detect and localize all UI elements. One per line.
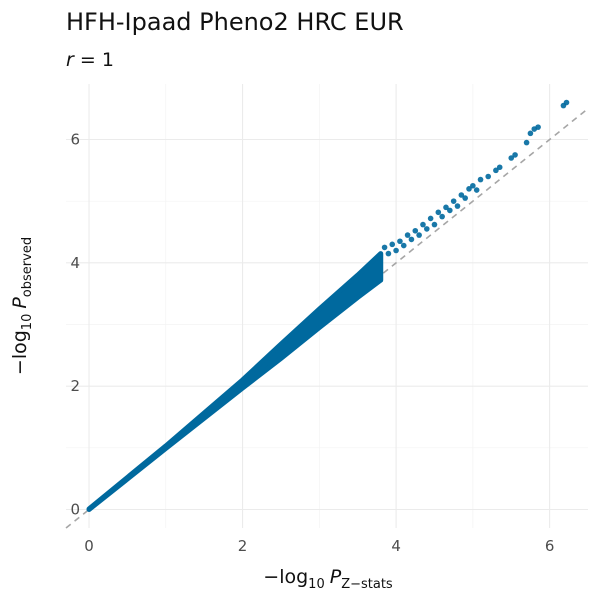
data-point: [508, 155, 515, 161]
data-point: [450, 198, 457, 204]
data-point: [416, 232, 422, 238]
subtitle-operator: =: [74, 49, 102, 71]
x-axis-label: −log10 PZ−stats: [263, 566, 393, 592]
y-axis-label-p: P: [9, 297, 31, 309]
main-point-band: [86, 251, 384, 512]
subtitle-value: 1: [102, 49, 114, 71]
data-point: [470, 182, 476, 189]
data-point: [389, 241, 396, 248]
outlier-points: [381, 99, 570, 257]
y-axis-label-base: 10: [20, 314, 35, 331]
x-tick-label: 0: [84, 537, 94, 555]
x-axis-label-sub: Z−stats: [341, 577, 393, 592]
data-point: [435, 209, 442, 216]
data-point: [431, 221, 438, 228]
data-point: [493, 167, 499, 174]
data-point: [420, 221, 426, 228]
x-axis-label-base: 10: [308, 577, 325, 592]
data-point: [397, 238, 403, 245]
data-point: [447, 207, 453, 214]
point-band: [86, 251, 384, 512]
x-axis-label-p: P: [330, 566, 342, 588]
data-point: [385, 250, 392, 257]
y-tick-label: 4: [70, 254, 80, 272]
data-point: [412, 227, 419, 234]
y-axis-label: −log10 Pobserved: [9, 237, 35, 375]
grid: [66, 84, 588, 528]
data-point: [393, 247, 399, 254]
x-axis-label-prefix: −log: [263, 566, 308, 588]
data-point: [523, 139, 530, 146]
data-point: [381, 244, 388, 251]
data-point: [423, 226, 430, 232]
subtitle-variable: r: [66, 49, 75, 71]
y-tick-label: 0: [70, 501, 80, 519]
data-point: [496, 164, 503, 171]
chart-subtitle: r = 1: [66, 49, 114, 71]
data-point: [485, 173, 492, 180]
y-axis-label-sub: observed: [20, 237, 35, 297]
data-point: [443, 204, 449, 211]
chart-title: HFH-Ipaad Pheno2 HRC EUR: [66, 8, 404, 36]
y-axis-label-prefix: −log: [9, 330, 31, 375]
data-point: [408, 236, 415, 243]
data-point: [527, 130, 534, 137]
x-tick-label: 4: [391, 537, 401, 555]
data-point: [473, 187, 480, 193]
y-tick-label: 6: [70, 131, 80, 149]
data-point: [427, 215, 434, 222]
data-point: [466, 186, 472, 192]
data-point: [458, 192, 465, 198]
y-tick-label: 2: [70, 377, 80, 395]
data-point: [563, 99, 570, 106]
data-point: [439, 213, 445, 220]
data-point: [400, 242, 407, 249]
data-point: [454, 203, 461, 209]
data-point: [462, 195, 468, 201]
x-axis-ticks: 0 2 4 6: [84, 537, 554, 555]
data-point: [477, 176, 484, 183]
data-point: [535, 124, 541, 130]
x-tick-label: 2: [238, 537, 248, 555]
y-axis-ticks: 0 2 4 6: [70, 131, 80, 519]
x-tick-label: 6: [545, 537, 555, 555]
data-point: [512, 152, 518, 158]
data-point: [404, 232, 411, 238]
